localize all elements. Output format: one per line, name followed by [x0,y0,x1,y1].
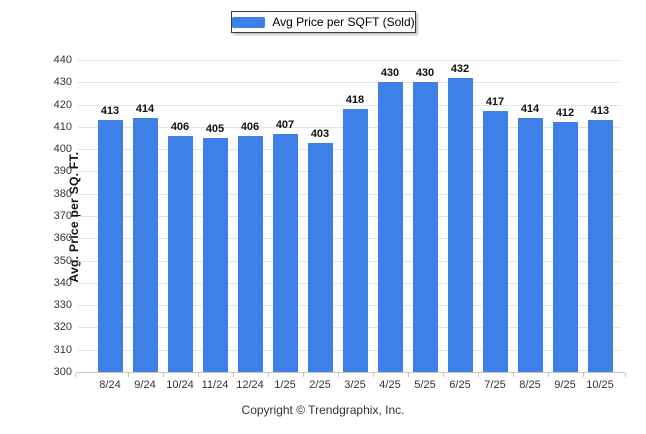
y-tick-label: 420 [53,98,72,111]
bar-value-label: 403 [310,127,330,140]
x-axis-tick [162,373,164,377]
y-tick-label: 390 [53,165,72,178]
bar-value-label: 406 [170,120,190,133]
bar [237,135,263,372]
legend: Avg Price per SQFT (Sold) [231,11,416,33]
x-tick-label: 4/25 [379,379,401,391]
y-tick-label: 310 [53,343,72,356]
x-tick-label: 5/25 [414,379,436,391]
bar-value-label: 418 [345,94,365,106]
gridline [78,82,620,84]
x-tick-label: 10/25 [586,379,614,391]
x-axis-tick [512,373,514,377]
bar-value-label: 430 [380,67,400,80]
bar-value-label: 414 [520,102,540,115]
x-axis-tick [337,373,339,377]
x-axis-tick [407,373,409,377]
bar [552,122,578,372]
bar [587,120,613,372]
x-axis-line [76,372,625,373]
x-axis-tick [442,373,444,377]
bar [482,111,508,372]
y-tick-label: 350 [53,254,72,267]
x-tick-label: 9/24 [134,379,156,391]
x-axis-tick [582,373,584,377]
x-tick-label: 12/24 [236,379,264,391]
y-tick-label: 300 [53,366,72,378]
x-tick-label: 10/24 [166,379,194,391]
plot-area: 413 414 406 405 406 407 403 418 430 430 432 417 414 4… [78,60,620,372]
bar-value-label: 414 [135,102,155,115]
x-tick-label: 8/24 [99,379,121,391]
bar-value-label: 413 [100,105,120,118]
y-tick-label: 320 [53,321,72,334]
y-tick-label: 370 [53,210,72,222]
bar [202,138,228,372]
x-axis-tick [625,373,626,377]
y-tick-label: 400 [53,143,72,156]
gridline [78,60,620,61]
y-tick-label: 440 [53,54,72,66]
x-tick-label: 7/25 [484,379,506,391]
legend-swatch [232,16,266,28]
x-tick-label: 2/25 [309,379,331,391]
x-axis-tick [75,373,76,377]
y-tick-label: 380 [53,187,72,200]
x-axis-tick [372,373,374,377]
bar-value-label: 407 [275,118,295,131]
y-tick-label: 340 [53,276,72,289]
x-axis-tick [267,373,269,377]
bar [132,117,158,372]
bar-value-label: 417 [485,96,505,109]
x-axis-tick [197,373,199,377]
bar-value-label: 430 [415,67,435,80]
bar [517,117,543,372]
y-tick-label: 430 [53,76,72,89]
bar [307,142,333,372]
bar [272,133,298,372]
x-tick-label: 3/25 [344,379,366,391]
y-tick-label: 330 [53,299,72,312]
bar-value-label: 406 [240,120,260,133]
bar [97,120,123,372]
x-tick-label: 8/25 [519,379,541,391]
bar [377,82,403,372]
copyright-text: Copyright © Trendgraphix, Inc. [241,403,405,417]
bar-value-label: 413 [590,105,610,118]
y-tick-label: 410 [53,120,72,133]
x-tick-label: 9/25 [554,379,576,391]
x-axis-tick [477,373,479,377]
gridline [78,104,620,106]
legend-label: Avg Price per SQFT (Sold) [272,15,415,29]
bar [342,109,368,372]
bar-value-label: 412 [555,107,575,120]
x-axis-tick [127,373,129,377]
x-tick-label: 1/25 [274,379,296,391]
y-tick-label: 360 [53,232,72,245]
x-axis-tick [302,373,304,377]
bar [412,82,438,372]
bar-value-label: 432 [450,62,470,75]
bar [167,135,193,372]
x-axis-tick [547,373,549,377]
bar [447,77,473,372]
x-tick-label: 6/25 [449,379,471,391]
bar-value-label: 405 [205,123,225,135]
x-axis-tick [232,373,234,377]
x-tick-label: 11/24 [201,379,229,391]
